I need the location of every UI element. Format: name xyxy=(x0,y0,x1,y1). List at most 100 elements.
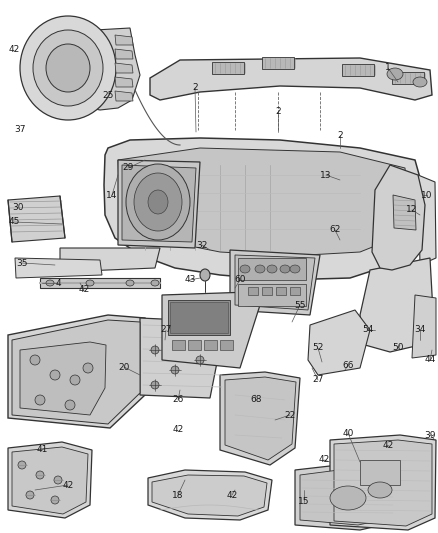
Ellipse shape xyxy=(151,381,159,389)
Ellipse shape xyxy=(196,356,204,364)
Ellipse shape xyxy=(46,280,54,286)
Text: 29: 29 xyxy=(122,164,134,173)
Text: 42: 42 xyxy=(382,440,394,449)
Ellipse shape xyxy=(387,68,403,80)
Polygon shape xyxy=(308,310,370,375)
Text: 62: 62 xyxy=(329,225,341,235)
Polygon shape xyxy=(115,77,133,87)
Polygon shape xyxy=(90,28,140,110)
Polygon shape xyxy=(235,255,315,310)
Polygon shape xyxy=(118,160,200,248)
Polygon shape xyxy=(225,377,296,460)
Bar xyxy=(290,287,300,295)
Ellipse shape xyxy=(134,173,182,231)
Polygon shape xyxy=(104,138,422,280)
Text: 54: 54 xyxy=(362,326,374,335)
Text: 55: 55 xyxy=(294,301,306,310)
Text: 20: 20 xyxy=(118,362,130,372)
Ellipse shape xyxy=(151,346,159,354)
Polygon shape xyxy=(20,342,106,415)
Polygon shape xyxy=(418,175,436,265)
Polygon shape xyxy=(372,165,425,270)
Text: 41: 41 xyxy=(36,446,48,455)
Ellipse shape xyxy=(413,77,427,87)
Text: 66: 66 xyxy=(342,360,354,369)
Polygon shape xyxy=(220,372,300,465)
Text: 27: 27 xyxy=(160,326,172,335)
Polygon shape xyxy=(360,258,434,352)
Polygon shape xyxy=(334,440,432,526)
Ellipse shape xyxy=(330,486,366,510)
Text: 2: 2 xyxy=(337,131,343,140)
Text: 2: 2 xyxy=(192,84,198,93)
Polygon shape xyxy=(152,475,267,516)
Ellipse shape xyxy=(126,280,134,286)
Ellipse shape xyxy=(200,269,210,281)
Polygon shape xyxy=(295,462,400,530)
Text: 35: 35 xyxy=(16,259,28,268)
Text: 42: 42 xyxy=(78,286,90,295)
Ellipse shape xyxy=(368,482,392,498)
Bar xyxy=(238,258,306,280)
Polygon shape xyxy=(122,165,196,242)
Text: 26: 26 xyxy=(172,395,184,405)
Ellipse shape xyxy=(280,265,290,273)
Text: 40: 40 xyxy=(343,429,354,438)
Bar xyxy=(212,62,244,74)
Ellipse shape xyxy=(255,265,265,273)
Bar xyxy=(392,72,424,84)
Ellipse shape xyxy=(30,355,40,365)
Text: 30: 30 xyxy=(12,203,24,212)
Ellipse shape xyxy=(35,395,45,405)
Polygon shape xyxy=(150,58,432,100)
Text: 43: 43 xyxy=(184,276,196,285)
Text: 37: 37 xyxy=(14,125,26,134)
Polygon shape xyxy=(140,318,225,398)
Polygon shape xyxy=(412,295,436,358)
Ellipse shape xyxy=(267,265,277,273)
Text: 52: 52 xyxy=(312,343,324,352)
Polygon shape xyxy=(230,250,320,315)
Ellipse shape xyxy=(151,280,159,286)
Polygon shape xyxy=(148,470,272,520)
Bar xyxy=(188,340,201,350)
Text: 44: 44 xyxy=(424,356,436,365)
Text: 60: 60 xyxy=(234,276,246,285)
Text: 32: 32 xyxy=(196,240,208,249)
Text: 34: 34 xyxy=(414,326,426,335)
Text: 15: 15 xyxy=(298,497,310,506)
Text: 42: 42 xyxy=(62,481,74,489)
Text: 18: 18 xyxy=(172,490,184,499)
Ellipse shape xyxy=(36,471,44,479)
Bar xyxy=(168,300,230,335)
Text: 42: 42 xyxy=(173,425,184,434)
Polygon shape xyxy=(118,148,408,256)
Text: 42: 42 xyxy=(318,456,330,464)
Ellipse shape xyxy=(83,363,93,373)
Polygon shape xyxy=(8,315,145,428)
Bar xyxy=(276,287,286,295)
Text: 14: 14 xyxy=(106,190,118,199)
Bar xyxy=(40,278,160,288)
Polygon shape xyxy=(60,248,160,272)
Ellipse shape xyxy=(86,280,94,286)
Ellipse shape xyxy=(50,370,60,380)
Polygon shape xyxy=(115,49,133,59)
Text: 39: 39 xyxy=(424,431,436,440)
Text: 1: 1 xyxy=(385,63,391,72)
Text: 68: 68 xyxy=(250,395,262,405)
Polygon shape xyxy=(115,35,133,45)
Ellipse shape xyxy=(20,16,116,120)
Text: 27: 27 xyxy=(312,376,324,384)
Text: 45: 45 xyxy=(8,217,20,227)
Bar xyxy=(248,287,258,295)
Ellipse shape xyxy=(148,190,168,214)
Bar xyxy=(220,340,233,350)
Ellipse shape xyxy=(240,265,250,273)
Text: 42: 42 xyxy=(226,490,238,499)
Bar xyxy=(262,287,272,295)
Bar xyxy=(262,57,294,69)
Text: 50: 50 xyxy=(392,343,404,352)
Bar xyxy=(172,340,185,350)
Text: 4: 4 xyxy=(55,279,61,287)
